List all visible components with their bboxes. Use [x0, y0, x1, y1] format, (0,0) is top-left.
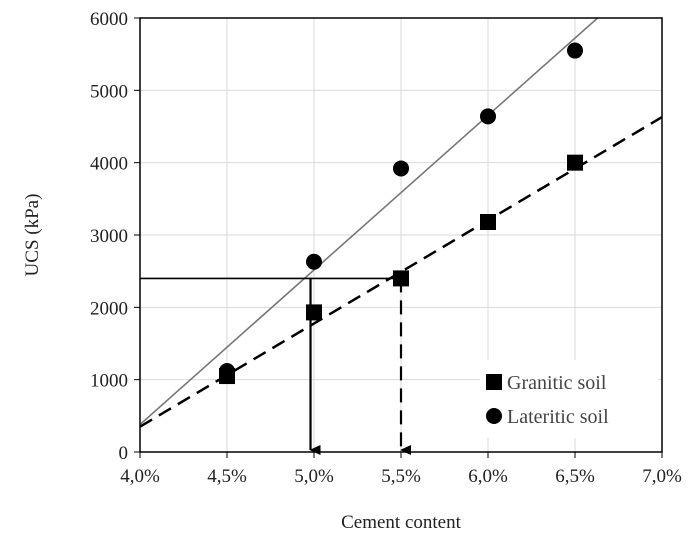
- lateritic-soil-trendline: [140, 18, 599, 426]
- lateritic-soil-point: [480, 108, 496, 125]
- y-tick-label: 2000: [90, 298, 128, 319]
- lateritic-soil-point: [393, 160, 409, 177]
- legend-label: Lateritic soil: [507, 406, 609, 428]
- y-tick-label: 6000: [90, 9, 128, 30]
- legend: Granitic soil Lateritic soil: [480, 360, 658, 438]
- x-tick-label: 4,5%: [207, 466, 247, 487]
- lateritic-soil-point: [567, 42, 583, 59]
- y-tick-label: 1000: [90, 371, 128, 392]
- x-tick-label: 5,0%: [294, 466, 334, 487]
- x-tick-label: 6,0%: [468, 466, 508, 487]
- annotations: [140, 277, 411, 455]
- y-tick-label: 3000: [90, 226, 128, 247]
- granitic-soil-point: [567, 154, 583, 171]
- x-tick-label: 7,0%: [642, 466, 682, 487]
- legend-label: Granitic soil: [507, 372, 607, 394]
- x-tick-label: 5,5%: [381, 466, 421, 487]
- y-axis-title: UCS (kPa): [22, 194, 43, 277]
- tick-labels: 4,0% 4,5% 5,0% 5,5% 6,0% 6,5% 7,0% 0 1000 2000 300…: [90, 9, 682, 487]
- lateritic-soil-point: [306, 253, 322, 270]
- lateritic-soil-point: [219, 362, 235, 379]
- data-points: [219, 42, 583, 385]
- legend-square-marker: [486, 374, 502, 390]
- y-tick-label: 5000: [90, 81, 128, 102]
- x-axis-title: Cement content: [341, 512, 461, 533]
- legend-background: [480, 360, 658, 438]
- granitic-soil-point: [480, 213, 496, 230]
- granitic-soil-point: [306, 304, 322, 321]
- y-tick-label: 0: [119, 443, 129, 464]
- y-tick-label: 4000: [90, 154, 128, 175]
- x-tick-label: 4,0%: [120, 466, 160, 487]
- x-tick-label: 6,5%: [555, 466, 595, 487]
- granitic-soil-point: [393, 270, 409, 287]
- legend-circle-marker: [486, 408, 502, 424]
